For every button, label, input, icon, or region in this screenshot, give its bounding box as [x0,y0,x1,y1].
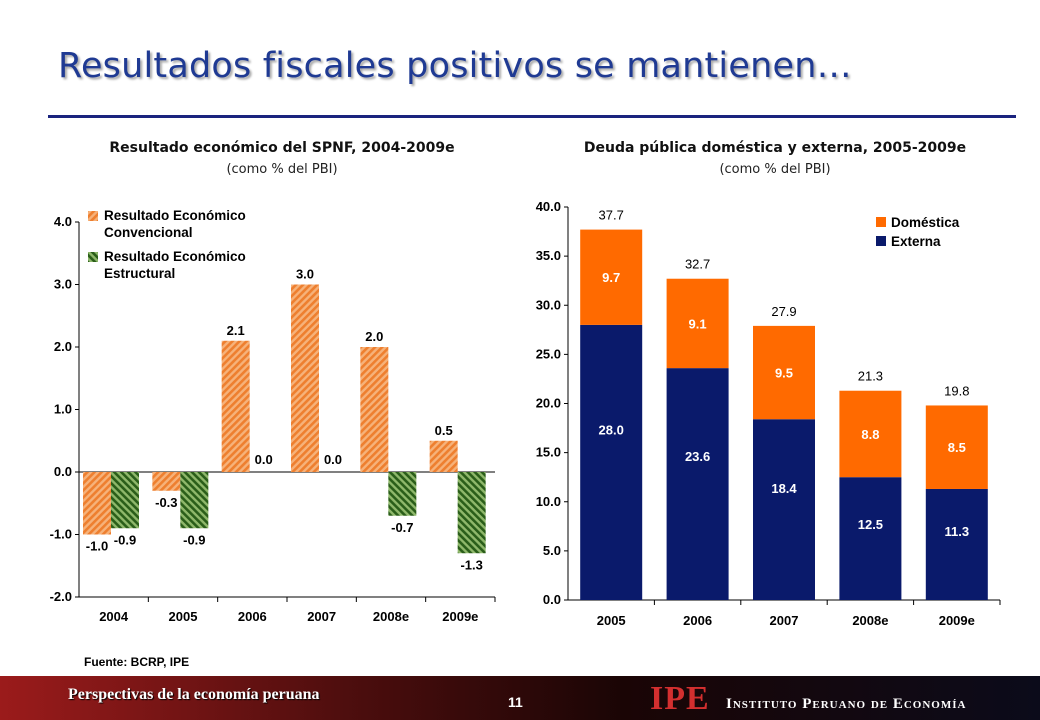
fiscal-result-chart: -2.0 -1.0 0.0 1.0 2.0 3.0 4.0 2004 -1.0 -0.9 2005 -… [50,208,496,624]
chart2-bar-externa [925,488,988,600]
chart2-bar-externa [753,419,815,600]
chart2-x-label: 2009e [939,613,975,628]
chart2-x-label: 2008e [852,613,888,628]
chart1-data-label: -0.3 [155,495,177,510]
chart2-bar-domestica [666,278,729,369]
chart2-domestica-label: 8.8 [861,427,879,442]
chart2-legend-label: Doméstica [891,215,960,230]
chart2-bar-domestica [580,229,643,325]
chart1-bar-estructural [180,472,209,529]
chart2-bar-externa [580,324,643,600]
chart1-bar-estructural [111,472,139,529]
source-note: Fuente: BCRP, IPE [84,655,190,669]
chart1-data-label: 0.5 [435,423,453,438]
chart1-x-label: 2007 [307,609,336,624]
chart2-subtitle: (como % del PBI) [719,162,831,177]
chart1-x-label: 2008e [373,609,409,624]
chart1-data-label: 0.0 [255,452,273,467]
chart1-bar-estructural [388,472,417,516]
chart2-externa-label: 18.4 [771,481,797,496]
chart1-legend-label: Estructural [104,266,175,281]
chart1-legend-swatch [88,252,98,262]
chart2-y-tick-label: 20.0 [536,396,561,411]
footer-title: Perspectivas de la economía peruana [68,686,320,703]
chart1-bar-convencional [291,284,319,472]
chart2-y-tick-label: 30.0 [536,297,561,312]
chart1-data-label: 0.0 [324,452,342,467]
chart1-data-label: -0.9 [183,532,205,547]
chart2-total-label: 27.9 [771,304,796,319]
chart1-data-label: -1.3 [460,557,482,572]
chart2-total-label: 37.7 [599,208,624,223]
chart1-bar-convencional [152,472,181,491]
chart2-y-tick-label: 40.0 [536,199,561,214]
page-number: 11 [508,694,523,710]
chart2-externa-label: 28.0 [599,422,624,437]
chart2-domestica-label: 9.5 [775,366,793,381]
chart1-legend-label: Resultado Económico [104,249,246,264]
chart1-data-label: -1.0 [86,539,108,554]
chart2-legend-swatch [876,236,886,246]
chart2-bar-domestica [925,405,988,489]
chart1-data-label: -0.7 [391,520,413,535]
chart2-y-tick-label: 5.0 [543,543,561,558]
chart2-y-tick-label: 0.0 [543,592,561,607]
chart2-total-label: 32.7 [685,257,710,272]
chart1-bar-estructural [457,472,486,554]
chart2-domestica-label: 9.7 [602,270,620,285]
slide-title: Resultados fiscales positivos se mantien… [58,46,852,86]
chart2-total-label: 19.8 [944,383,969,398]
footer-bar: Perspectivas de la economía peruana 11 I… [0,676,1040,720]
chart1-y-tick-label: 2.0 [54,339,72,354]
chart2-total-label: 21.3 [858,369,883,384]
chart2-bar-externa [666,368,729,600]
chart2-y-tick-label: 35.0 [536,248,561,263]
chart2-externa-label: 23.6 [685,449,710,464]
chart2-bar-domestica [753,325,815,420]
chart2-externa-label: 11.3 [945,524,970,539]
public-debt-chart: 0.0 5.0 10.0 15.0 20.0 25.0 30.0 35.0 40.0 2005 28… [536,199,1001,628]
chart1-y-tick-label: -2.0 [50,589,72,604]
chart2-domestica-label: 8.5 [948,440,966,455]
title-divider [48,115,1016,118]
chart2-legend-swatch [876,217,886,227]
chart2-title: Deuda pública doméstica y externa, 2005-… [583,140,967,156]
chart2-y-tick-label: 25.0 [536,346,561,361]
chart1-legend-swatch [88,211,98,221]
chart1-data-label: 3.0 [296,267,314,282]
chart1-legend-label: Resultado Económico [104,208,246,223]
chart1-x-label: 2006 [238,609,267,624]
chart1-y-tick-label: 4.0 [54,214,72,229]
chart1-legend-label: Convencional [104,225,193,240]
chart1-y-tick-label: -1.0 [50,527,72,542]
ipe-logo: IPE [650,680,710,717]
chart1-bar-convencional [429,440,458,472]
chart1-data-label: 2.0 [365,329,383,344]
chart2-bar-domestica [839,390,902,478]
chart1-data-label: -0.9 [114,532,136,547]
chart1-x-label: 2009e [442,609,478,624]
chart2-y-tick-label: 15.0 [536,445,561,460]
chart2-y-tick-label: 10.0 [536,494,561,509]
chart1-bar-convencional [221,340,250,472]
chart2-bar-externa [839,477,902,600]
chart1-y-tick-label: 3.0 [54,277,72,292]
institute-name: Instituto Peruano de Economía [726,696,967,712]
chart1-data-label: 2.1 [227,323,245,338]
chart2-x-label: 2007 [770,613,799,628]
chart2-x-label: 2005 [597,613,626,628]
chart1-y-tick-label: 0.0 [54,464,72,479]
chart1-y-tick-label: 1.0 [54,402,72,417]
chart2-x-label: 2006 [683,613,712,628]
chart1-x-label: 2005 [169,609,198,624]
chart1-x-label: 2004 [99,609,129,624]
chart2-externa-label: 12.5 [858,517,883,532]
chart1-subtitle: (como % del PBI) [226,162,338,177]
chart1-title: Resultado económico del SPNF, 2004-2009e [109,140,455,156]
chart1-bar-convencional [360,347,389,472]
chart2-domestica-label: 9.1 [689,316,707,331]
chart2-legend-label: Externa [891,234,941,249]
chart1-bar-convencional [83,472,111,535]
